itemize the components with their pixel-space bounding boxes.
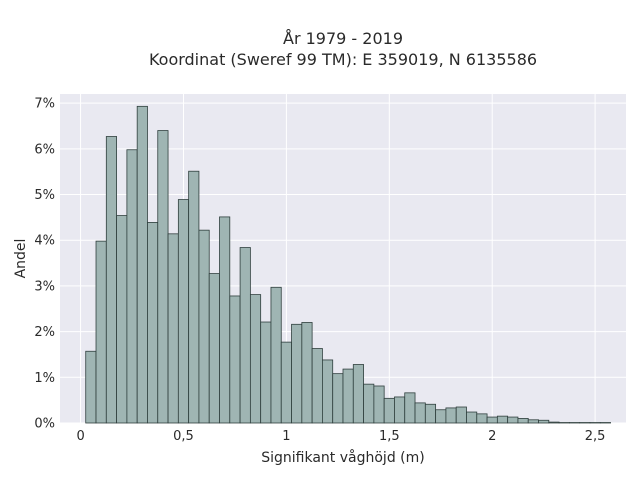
- histogram-bar: [548, 421, 560, 424]
- histogram-bar: [496, 415, 509, 424]
- histogram-bar: [486, 416, 498, 424]
- histogram-bar: [527, 419, 539, 424]
- x-tick-label: 0: [76, 429, 84, 444]
- histogram-bar: [198, 229, 210, 424]
- x-tick-label: 2: [488, 429, 496, 444]
- y-tick-label: 1%: [34, 371, 55, 386]
- histogram-bar: [455, 406, 467, 424]
- histogram-bar: [105, 136, 117, 424]
- y-tick-label: 3%: [34, 279, 55, 294]
- histogram-bar: [85, 350, 97, 424]
- histogram-bar: [352, 364, 364, 424]
- x-tick-label: 1: [282, 429, 290, 444]
- histogram-bar: [373, 385, 385, 424]
- y-tick-label: 5%: [34, 188, 55, 203]
- y-tick-label: 6%: [34, 142, 55, 157]
- histogram-bar: [116, 215, 128, 424]
- histogram-bars: [85, 105, 611, 424]
- chart-subtitle: Koordinat (Sweref 99 TM): E 359019, N 61…: [148, 50, 538, 69]
- histogram-bar: [445, 407, 457, 424]
- histogram-bar: [342, 368, 354, 424]
- histogram-bar: [229, 295, 241, 424]
- histogram-bar: [239, 247, 251, 424]
- x-tick-label: 1,5: [379, 429, 400, 444]
- x-tick-label: 0,5: [173, 429, 194, 444]
- x-tick-labels: 0 0,5 1 1,5 2 2,5: [76, 429, 605, 444]
- histogram-bar: [270, 286, 282, 424]
- histogram-bar: [126, 149, 138, 424]
- histogram-bar: [219, 216, 231, 424]
- chart-title: År 1979 - 2019: [283, 29, 403, 48]
- y-axis-title: Andel: [13, 239, 29, 279]
- y-tick-label: 4%: [34, 234, 55, 249]
- histogram-bar: [517, 418, 529, 424]
- histogram-bar: [476, 413, 488, 424]
- histogram-bar: [147, 222, 159, 424]
- histogram-bar: [322, 359, 334, 424]
- histogram-bar: [414, 402, 426, 424]
- histogram-bar: [95, 240, 107, 424]
- y-tick-labels: 0% 1% 2% 3% 4% 5% 6% 7%: [34, 97, 55, 432]
- histogram-bar: [424, 403, 437, 424]
- x-tick-label: 2,5: [585, 429, 606, 444]
- histogram-bar: [404, 392, 416, 424]
- histogram-bar: [136, 105, 148, 424]
- histogram-bar: [157, 130, 169, 424]
- histogram-bar: [311, 348, 323, 424]
- chart-titles: År 1979 - 2019 Koordinat (Sweref 99 TM):…: [60, 28, 626, 70]
- histogram-bar: [301, 322, 313, 424]
- histogram-bar: [538, 419, 550, 424]
- histogram-bar: [249, 294, 262, 424]
- histogram-bar: [507, 416, 519, 424]
- histogram-bar: [291, 323, 303, 424]
- histogram-bar: [394, 396, 406, 424]
- histogram-bar: [332, 373, 344, 424]
- x-axis-title: Signifikant våghöjd (m): [261, 449, 424, 466]
- histogram-bar: [435, 409, 447, 424]
- histogram-bar: [177, 199, 190, 424]
- histogram-bar: [260, 321, 272, 424]
- y-tick-label: 2%: [34, 325, 55, 340]
- y-tick-label: 7%: [34, 97, 55, 112]
- histogram-bar: [208, 273, 220, 424]
- histogram-bar: [188, 170, 200, 424]
- y-tick-label: 0%: [34, 417, 55, 432]
- histogram-bar: [466, 411, 478, 424]
- histogram-bar: [383, 397, 395, 424]
- histogram-bar: [280, 341, 292, 424]
- histogram-bar: [167, 233, 179, 424]
- histogram-bar: [363, 383, 375, 424]
